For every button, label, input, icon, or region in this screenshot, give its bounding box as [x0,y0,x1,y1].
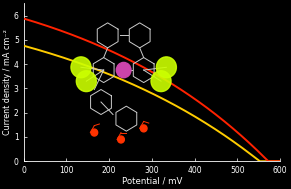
Y-axis label: Current density / mA cm⁻²: Current density / mA cm⁻² [3,29,13,135]
X-axis label: Potential / mV: Potential / mV [122,177,182,186]
